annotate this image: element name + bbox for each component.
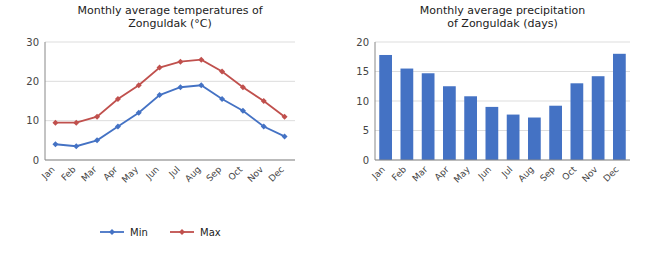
x-tick-label: Jun bbox=[143, 164, 161, 182]
y-tick-label: 0 bbox=[33, 155, 39, 166]
x-tick-label: Aug bbox=[183, 164, 203, 184]
y-tick-label: 20 bbox=[356, 37, 369, 48]
grid-line bbox=[45, 81, 295, 82]
y-tick-label: 20 bbox=[26, 76, 39, 87]
point bbox=[219, 96, 225, 102]
grid-line bbox=[375, 160, 630, 161]
x-tick-label: Sep bbox=[538, 164, 557, 183]
point bbox=[157, 65, 163, 71]
x-tick-label: Apr bbox=[433, 164, 451, 182]
x-tick-label: Sep bbox=[204, 164, 223, 183]
x-tick-label: Feb bbox=[390, 164, 409, 183]
grid-line bbox=[375, 42, 630, 43]
chart-title: Monthly average temperatures ofZonguldak… bbox=[77, 4, 263, 30]
x-axis-line bbox=[375, 160, 630, 161]
point bbox=[282, 133, 288, 139]
x-tick-label: Mar bbox=[79, 164, 98, 183]
x-tick-label: Oct bbox=[560, 164, 578, 182]
point bbox=[157, 92, 163, 98]
bar bbox=[443, 86, 456, 160]
point bbox=[94, 137, 100, 143]
point bbox=[282, 114, 288, 120]
x-tick-label: Jan bbox=[39, 164, 57, 182]
grid-line bbox=[45, 42, 295, 43]
x-tick-label: Jun bbox=[476, 164, 494, 182]
x-tick-label: Apr bbox=[101, 164, 119, 182]
x-tick-label: Jan bbox=[369, 164, 387, 182]
point bbox=[198, 82, 204, 88]
point bbox=[115, 124, 121, 130]
point bbox=[136, 110, 142, 116]
x-axis-line bbox=[45, 160, 295, 161]
x-tick-label: May bbox=[120, 164, 141, 185]
bar bbox=[571, 83, 584, 160]
point bbox=[177, 84, 183, 90]
y-tick-label: 10 bbox=[356, 96, 369, 107]
y-tick-label: 10 bbox=[26, 115, 39, 126]
bar bbox=[422, 73, 435, 160]
point bbox=[261, 124, 267, 130]
point bbox=[136, 82, 142, 88]
x-tick-label: Jul bbox=[499, 164, 514, 179]
bar bbox=[613, 54, 626, 160]
x-tick-label: Dec bbox=[267, 164, 286, 183]
x-tick-label: Dec bbox=[601, 164, 620, 183]
x-tick-label: Nov bbox=[580, 164, 600, 184]
bar bbox=[464, 96, 477, 160]
y-tick-label: 30 bbox=[26, 37, 39, 48]
plot-area bbox=[379, 54, 626, 160]
y-tick-label: 5 bbox=[363, 125, 369, 136]
x-tick-label: Aug bbox=[516, 164, 536, 184]
point bbox=[52, 120, 58, 126]
series-line bbox=[55, 60, 284, 123]
point bbox=[52, 141, 58, 147]
title-line: Zonguldak (°C) bbox=[128, 17, 212, 30]
point bbox=[240, 84, 246, 90]
legend-label: Max bbox=[200, 227, 221, 238]
x-tick-label: Feb bbox=[59, 164, 78, 183]
legend-label: Min bbox=[130, 227, 148, 238]
title-line: Monthly average temperatures of bbox=[77, 4, 263, 17]
point bbox=[177, 59, 183, 65]
title-line: of Zonguldak (days) bbox=[447, 17, 557, 30]
y-tick-label: 0 bbox=[363, 155, 369, 166]
y-axis-line bbox=[45, 42, 46, 160]
x-tick-label: Mar bbox=[410, 164, 429, 183]
legend-marker bbox=[109, 229, 115, 235]
point bbox=[219, 69, 225, 75]
bar bbox=[486, 107, 499, 160]
panel: Monthly average precipitationof Zongulda… bbox=[356, 4, 630, 185]
bar bbox=[592, 76, 605, 160]
bar bbox=[507, 115, 520, 160]
title-line: Monthly average precipitation bbox=[420, 4, 585, 17]
y-tick-label: 15 bbox=[356, 66, 369, 77]
panel: Monthly average temperatures ofZonguldak… bbox=[26, 4, 295, 238]
point bbox=[261, 98, 267, 104]
plot-area bbox=[52, 57, 287, 150]
point bbox=[115, 96, 121, 102]
bar bbox=[401, 69, 414, 160]
chart-title: Monthly average precipitationof Zongulda… bbox=[420, 4, 585, 30]
grid-line bbox=[45, 160, 295, 161]
series-line bbox=[55, 85, 284, 146]
x-tick-label: Jul bbox=[166, 164, 181, 179]
y-axis-line bbox=[375, 42, 376, 160]
point bbox=[240, 108, 246, 114]
legend-item: Max bbox=[170, 227, 221, 238]
legend-item: Min bbox=[100, 227, 148, 238]
point bbox=[73, 120, 79, 126]
chart-root: Monthly average temperatures ofZonguldak… bbox=[0, 0, 646, 260]
x-tick-label: Oct bbox=[226, 164, 244, 182]
point bbox=[94, 114, 100, 120]
x-tick-label: Nov bbox=[246, 164, 266, 184]
bar bbox=[549, 106, 562, 160]
bar bbox=[379, 55, 392, 160]
point bbox=[198, 57, 204, 63]
x-tick-label: May bbox=[452, 164, 473, 185]
legend-marker bbox=[179, 229, 185, 235]
point bbox=[73, 143, 79, 149]
bar bbox=[528, 118, 541, 160]
